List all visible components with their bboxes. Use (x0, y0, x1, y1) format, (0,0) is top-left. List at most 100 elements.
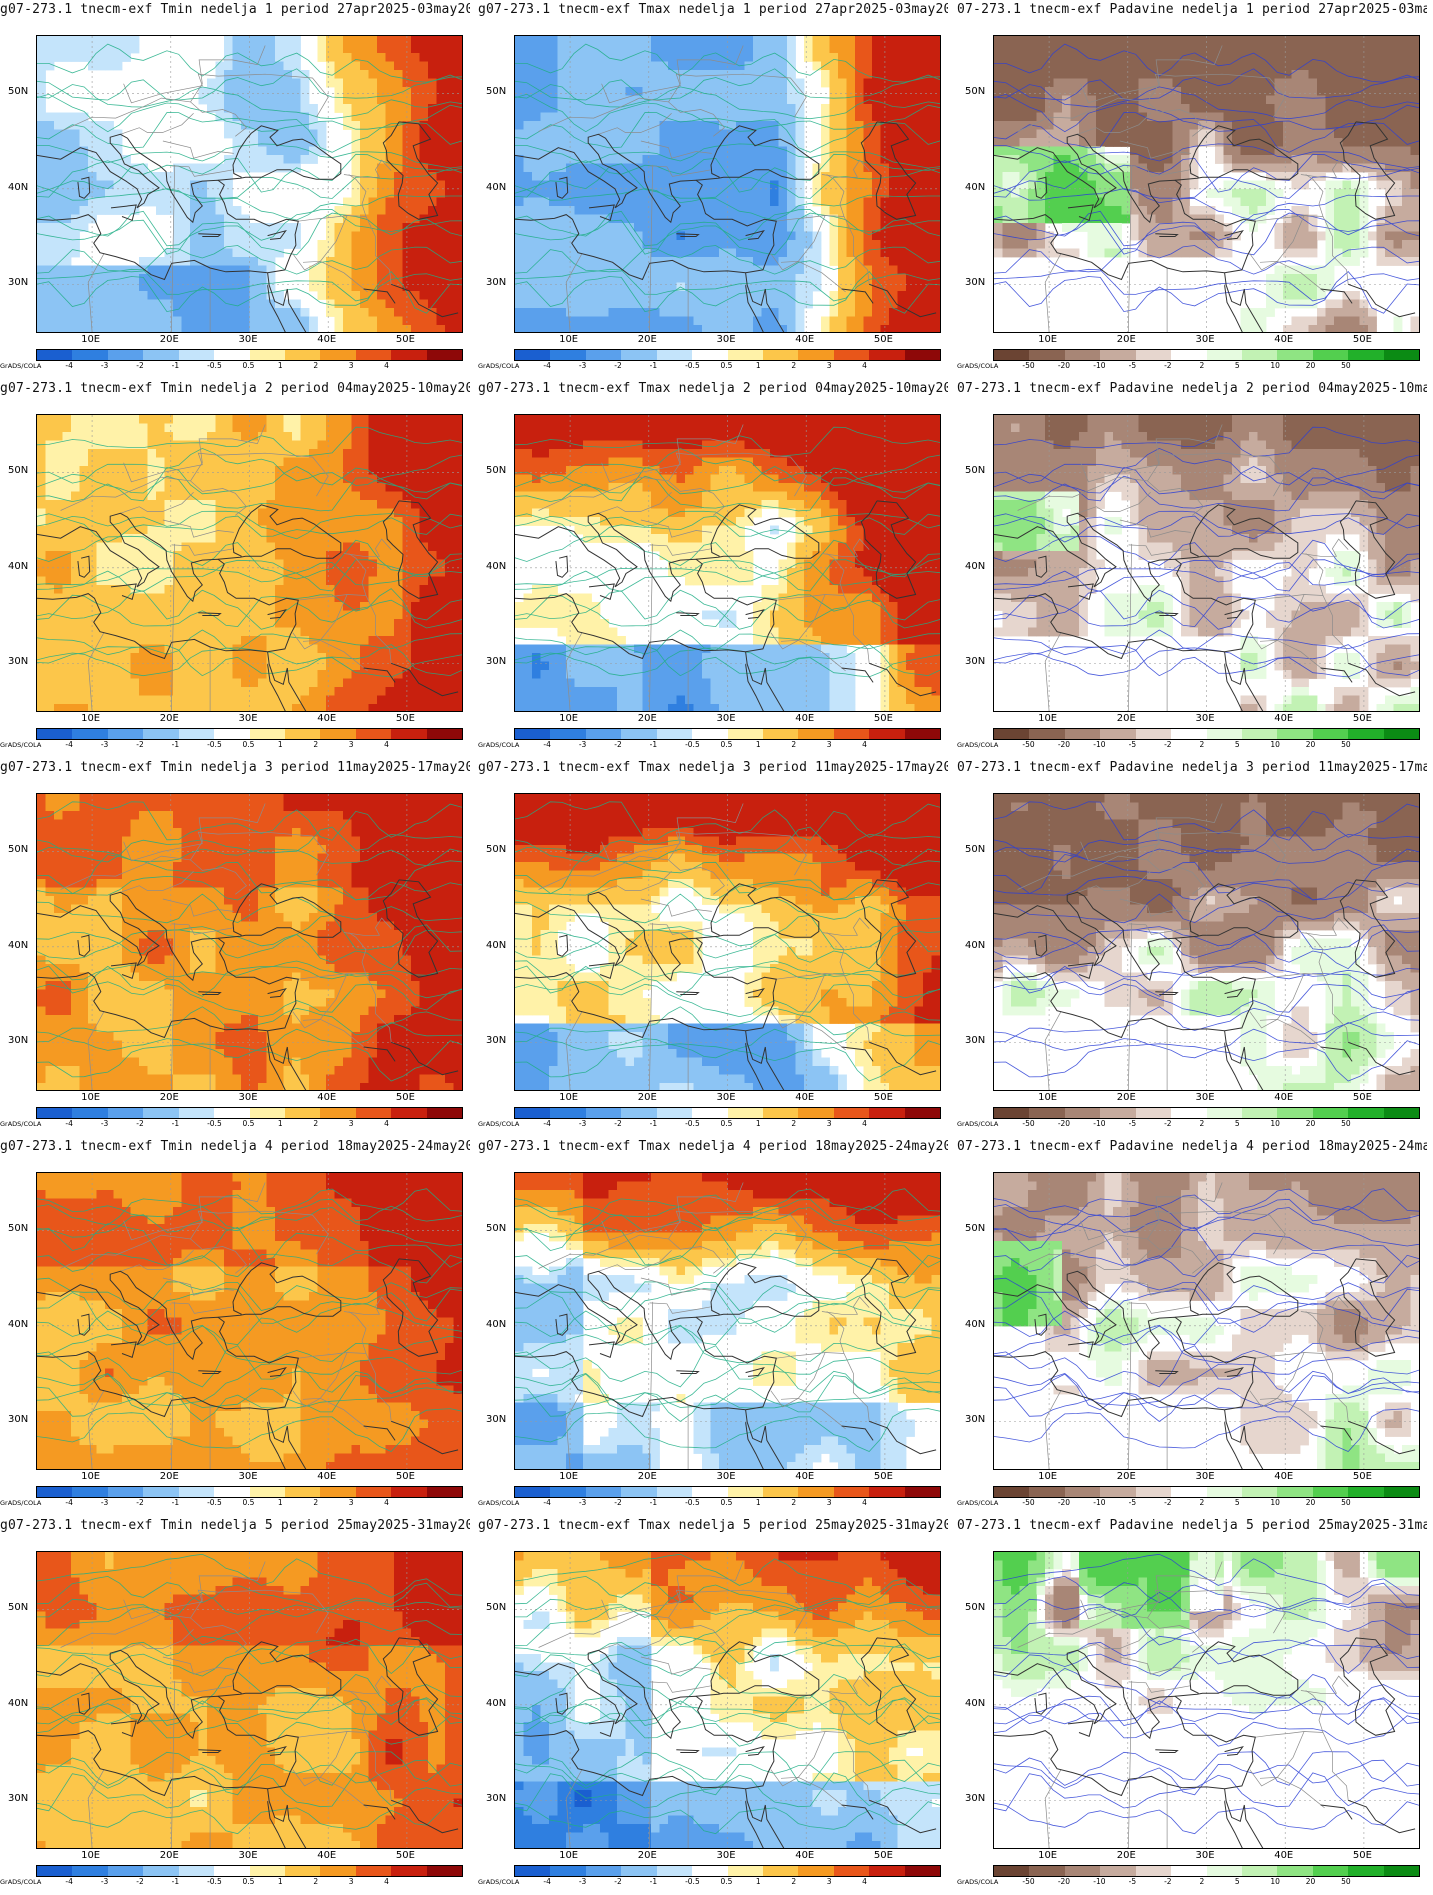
lat-label: 30N (486, 656, 506, 667)
graticule (994, 794, 1419, 1090)
shaded-field (37, 794, 462, 1090)
color-bar-tick: -5 (1129, 1877, 1136, 1886)
color-bar-swatch (1029, 1866, 1065, 1876)
color-bar-tick: 1 (756, 740, 761, 749)
color-bar-tick: -1 (650, 1877, 657, 1886)
anomaly-map (37, 794, 462, 1090)
shaded-field (994, 1552, 1419, 1714)
lat-label: 40N (8, 182, 28, 193)
color-bar-swatch (762, 1108, 799, 1118)
color-bar-swatch (1312, 729, 1349, 739)
color-bar-tick: -1 (172, 1498, 179, 1507)
color-bar-swatch (869, 729, 905, 739)
color-bar-swatch (72, 1108, 108, 1118)
map-area (514, 414, 941, 712)
color-bar-tick: 3 (349, 1119, 354, 1128)
lat-label: 30N (965, 277, 985, 288)
lon-label: 50E (1353, 1471, 1372, 1482)
color-bar-swatch (904, 1108, 941, 1118)
color-bar-tick: 50 (1341, 1498, 1351, 1507)
color-bar-tick: 4 (384, 361, 389, 370)
color-bar-swatch (904, 729, 941, 739)
color-bar-swatch (515, 1108, 551, 1118)
color-bar-swatch (656, 729, 693, 739)
color-bar-tick: 0.5 (243, 1119, 255, 1128)
color-bar-tick: 3 (349, 1498, 354, 1507)
color-bar-tick: -4 (65, 1119, 72, 1128)
color-bar-tick: 4 (862, 1498, 867, 1507)
map-area (36, 793, 463, 1091)
color-bar-swatch (1383, 350, 1420, 360)
color-bar-tick: -3 (101, 1877, 108, 1886)
color-bar-tick: 10 (1270, 1877, 1280, 1886)
lon-label: 30E (239, 1092, 258, 1103)
color-bar-swatch (107, 1866, 144, 1876)
color-bar-tick: 4 (862, 1877, 867, 1886)
color-bar-tick: -2 (614, 1498, 621, 1507)
color-bar-tick: -0.5 (685, 361, 700, 370)
color-bar-tick: 0.5 (721, 1498, 733, 1507)
color-bar-tick: 2 (1200, 1877, 1205, 1886)
color-bar-tick: -2 (136, 740, 143, 749)
color-bar-tick: -3 (101, 740, 108, 749)
color-bar-swatch (1135, 350, 1172, 360)
color-bar-tick: -2 (1164, 1119, 1171, 1128)
color-bar-swatch (1383, 729, 1420, 739)
coastlines (994, 500, 1416, 711)
country-borders (60, 1561, 392, 1848)
color-bar-tick: 2 (791, 1119, 796, 1128)
color-bar-swatch (72, 1866, 108, 1876)
shaded-field (515, 415, 940, 711)
map-area (993, 793, 1420, 1091)
color-bar-swatch (391, 1108, 427, 1118)
color-bar-tick: -1 (650, 1498, 657, 1507)
lon-label: 20E (638, 334, 657, 345)
color-bar-swatch (1100, 1866, 1136, 1876)
lat-label: 40N (965, 940, 985, 951)
color-bar-swatch (762, 350, 799, 360)
color-bar-tick: 3 (349, 740, 354, 749)
color-bar-swatch (1277, 729, 1313, 739)
map-panel-tmax-week-5: g07-273.1 tnecm-exf Tmax nedelja 5 perio… (478, 1516, 948, 1891)
color-bar-tick: -3 (579, 1877, 586, 1886)
grads-credit: GrADS/COLA (957, 1120, 998, 1128)
color-bar-tick: -10 (1093, 361, 1105, 370)
color-bar-swatch (1383, 1866, 1420, 1876)
color-bar-tick: -20 (1058, 1498, 1070, 1507)
lat-label: 50N (8, 844, 28, 855)
color-bar-tick: -0.5 (207, 1877, 222, 1886)
lat-label: 30N (965, 1414, 985, 1425)
lon-label: 20E (160, 1850, 179, 1861)
color-bar-swatch (621, 1487, 657, 1497)
color-bar-tick: 50 (1341, 1119, 1351, 1128)
color-bar-tick: -2 (1164, 361, 1171, 370)
color-bar-swatch (869, 350, 905, 360)
color-bar-swatch (1277, 1108, 1313, 1118)
panel-title: g07-273.1 tnecm-exf Tmin nedelja 2 perio… (0, 381, 470, 396)
country-borders (60, 803, 392, 1090)
lon-label: 10E (559, 1471, 578, 1482)
color-bar-swatch (426, 1108, 463, 1118)
coastlines (515, 879, 937, 1090)
panel-title: g07-273.1 tnecm-exf Tmin nedelja 1 perio… (0, 2, 470, 17)
color-bar-tick: 4 (862, 361, 867, 370)
panel-title: 07-273.1 tnecm-exf Padavine nedelja 5 pe… (957, 1518, 1427, 1533)
color-bar-tick: -4 (65, 740, 72, 749)
color-bar-swatch (1312, 1487, 1349, 1497)
color-bar-tick: 5 (1235, 1877, 1240, 1886)
map-area (36, 35, 463, 333)
map-area (993, 414, 1420, 712)
color-bar-swatch (869, 1866, 905, 1876)
color-bar-tick: 2 (791, 1877, 796, 1886)
color-bar-swatch (178, 1108, 215, 1118)
color-bar-tick: 2 (313, 1498, 318, 1507)
color-bar (993, 728, 1420, 740)
shaded-field (515, 794, 940, 1090)
graticule (515, 1173, 940, 1469)
lat-label: 30N (8, 656, 28, 667)
color-bar-tick: -2 (1164, 1877, 1171, 1886)
color-bar-swatch (249, 1487, 285, 1497)
color-bar-swatch (1135, 1487, 1172, 1497)
color-bar-swatch (656, 1108, 693, 1118)
shaded-field (994, 1173, 1419, 1469)
